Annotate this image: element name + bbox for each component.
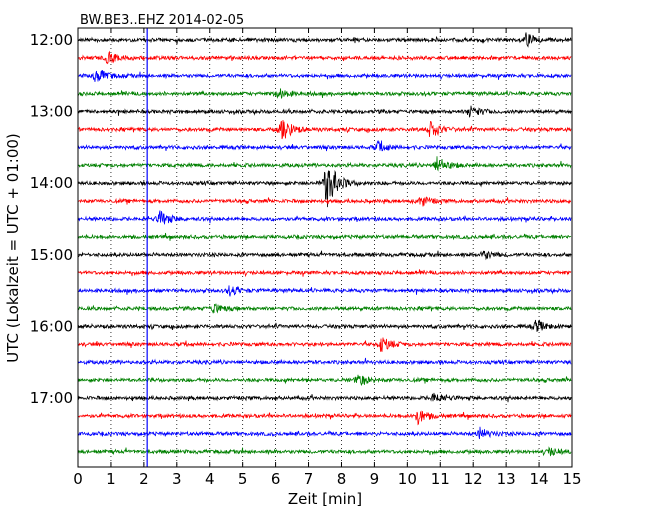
- y-tick-label: 17:00: [30, 389, 73, 407]
- plot-border: [77, 27, 573, 468]
- y-tick-label: 16:00: [30, 317, 73, 335]
- seismic-trace: [77, 374, 572, 386]
- seismic-trace: [77, 170, 572, 208]
- seismic-trace: [77, 156, 572, 172]
- x-tick-label: 14: [530, 470, 549, 488]
- x-tick-label: 11: [431, 470, 450, 488]
- x-tick-label: 1: [106, 470, 116, 488]
- seismic-trace: [77, 50, 572, 65]
- x-axis: 0 1 2 3 4 5 6 7 8 9 10 11 12 13 14 15: [73, 28, 582, 488]
- x-tick-label: 12: [464, 470, 483, 488]
- x-tick-label: 5: [238, 470, 248, 488]
- y-axis-label: UTC (Lokalzeit = UTC + 01:00): [4, 133, 22, 363]
- seismic-trace: [77, 285, 572, 297]
- seismic-trace: [77, 446, 572, 457]
- trace-group: [77, 32, 572, 457]
- x-tick-label: 4: [205, 470, 215, 488]
- x-axis-label: Zeit [min]: [288, 490, 362, 508]
- x-tick-label: 8: [337, 470, 347, 488]
- seismic-trace: [77, 88, 572, 99]
- seismic-trace: [77, 426, 572, 440]
- x-tick-label: 3: [172, 470, 182, 488]
- y-tick-label: 15:00: [30, 246, 73, 264]
- seismic-trace: [77, 105, 572, 118]
- x-tick-label: 0: [73, 470, 83, 488]
- seismic-trace: [77, 232, 572, 241]
- seismic-trace: [77, 119, 572, 140]
- y-tick-label: 12:00: [30, 31, 73, 49]
- seismic-trace: [77, 337, 572, 352]
- x-tick-label: 13: [497, 470, 516, 488]
- seismic-trace: [77, 210, 572, 225]
- seismic-trace: [77, 139, 572, 152]
- seismic-trace: [77, 303, 572, 315]
- x-tick-label: 10: [398, 470, 417, 488]
- x-tick-label: 9: [370, 470, 380, 488]
- y-tick-label: 14:00: [30, 174, 73, 192]
- seismic-trace: [77, 319, 572, 332]
- seismic-trace: [77, 196, 572, 207]
- x-tick-label: 15: [562, 470, 581, 488]
- x-tick-label: 6: [271, 470, 281, 488]
- seismic-trace: [77, 32, 572, 48]
- seismic-trace: [77, 70, 572, 82]
- y-axis: 12:00 13:00 14:00 15:00 16:00 17:00: [30, 31, 572, 407]
- chart-title: BW.BE3..EHZ 2014-02-05: [80, 13, 244, 28]
- seismic-trace: [77, 392, 572, 403]
- x-tick-label: 2: [139, 470, 149, 488]
- y-tick-label: 13:00: [30, 103, 73, 121]
- seismic-trace: [77, 357, 572, 366]
- seismic-trace: [77, 410, 572, 426]
- plot-frame: [78, 28, 572, 467]
- x-tick-label: 7: [304, 470, 314, 488]
- seismic-trace: [77, 250, 572, 261]
- seismic-trace: [77, 269, 572, 278]
